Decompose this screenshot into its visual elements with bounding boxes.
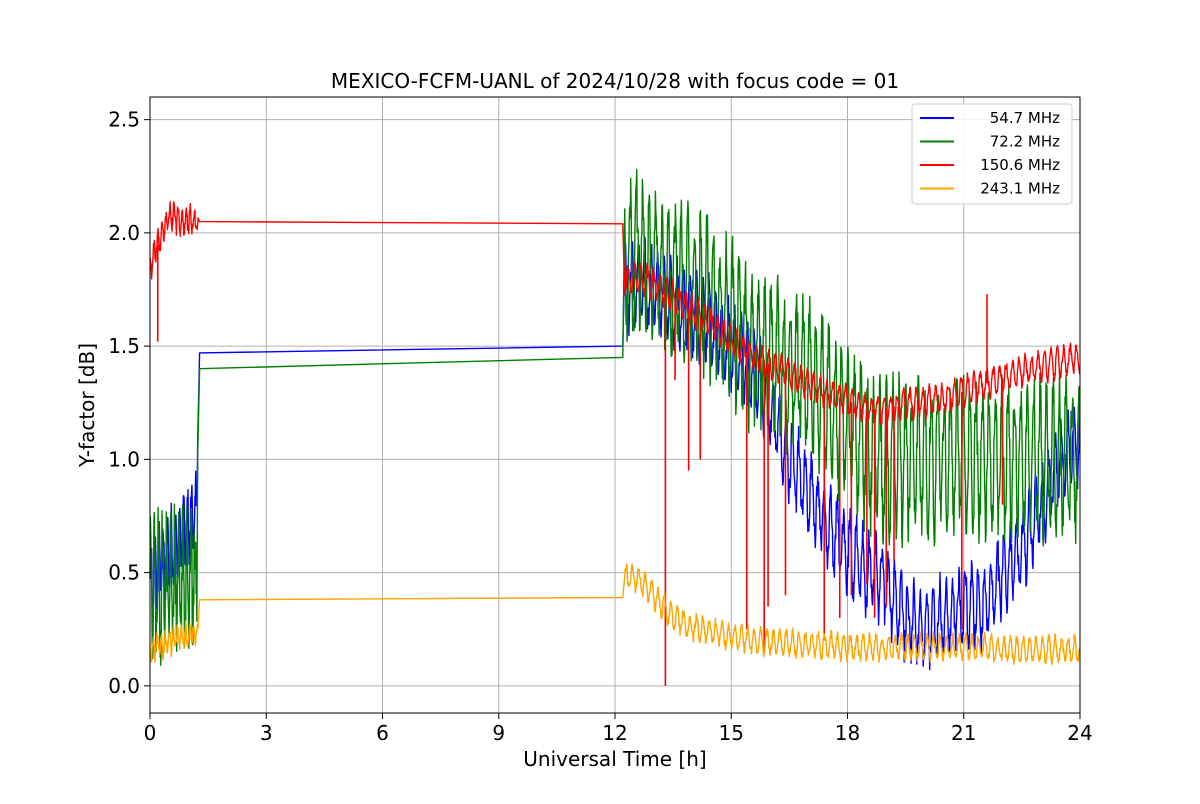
legend-entry: 243.1 MHz	[980, 180, 1060, 198]
chart-title: MEXICO-FCFM-UANL of 2024/10/28 with focu…	[331, 69, 899, 93]
x-tick-label: 15	[719, 721, 744, 745]
legend-entry: 72.2 MHz	[990, 133, 1060, 151]
series-line	[149, 201, 1081, 426]
y-tick-label: 2.5	[108, 108, 140, 132]
x-tick-label: 0	[144, 721, 157, 745]
legend-entry: 150.6 MHz	[980, 156, 1060, 174]
y-tick-label: 0.5	[108, 561, 140, 585]
y-tick-label: 2.0	[108, 221, 140, 245]
y-tick-label: 1.0	[108, 447, 140, 471]
y-tick-label: 0.0	[108, 674, 140, 698]
x-tick-label: 18	[835, 721, 860, 745]
x-tick-label: 6	[376, 721, 389, 745]
x-tick-label: 9	[492, 721, 505, 745]
x-tick-label: 12	[602, 721, 627, 745]
ticks: 0 3 6 9 12 15 18 21 24 0.0 0.5 1.0 1.5 2.0 2.5	[108, 108, 1093, 745]
y-tick-label: 1.5	[108, 334, 140, 358]
x-tick-label: 24	[1067, 721, 1092, 745]
y-axis-label: Y-factor [dB]	[75, 343, 99, 468]
x-axis-label: Universal Time [h]	[523, 747, 706, 771]
legend: 54.7 MHz 72.2 MHz 150.6 MHz 243.1 MHz	[911, 103, 1073, 205]
legend-box	[911, 103, 1073, 205]
legend-entry: 54.7 MHz	[990, 109, 1060, 127]
x-tick-label: 21	[951, 721, 976, 745]
data-lines	[149, 168, 1081, 686]
series-line	[149, 236, 1081, 671]
x-tick-label: 3	[260, 721, 273, 745]
series-line	[149, 563, 1081, 666]
